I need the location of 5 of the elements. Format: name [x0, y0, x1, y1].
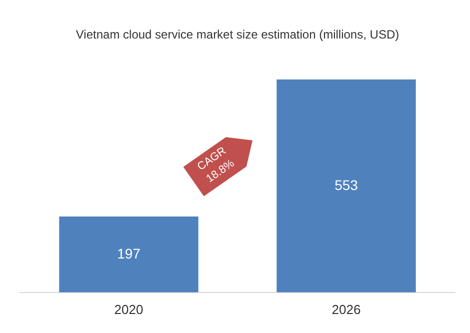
data-label: 197	[117, 245, 141, 262]
x-tick-label: 2020	[114, 302, 144, 317]
chart-title: Vietnam cloud service market size estimation (millions, USD)	[76, 28, 400, 42]
x-tick-label: 2026	[332, 302, 361, 317]
data-label: 553	[334, 176, 358, 193]
